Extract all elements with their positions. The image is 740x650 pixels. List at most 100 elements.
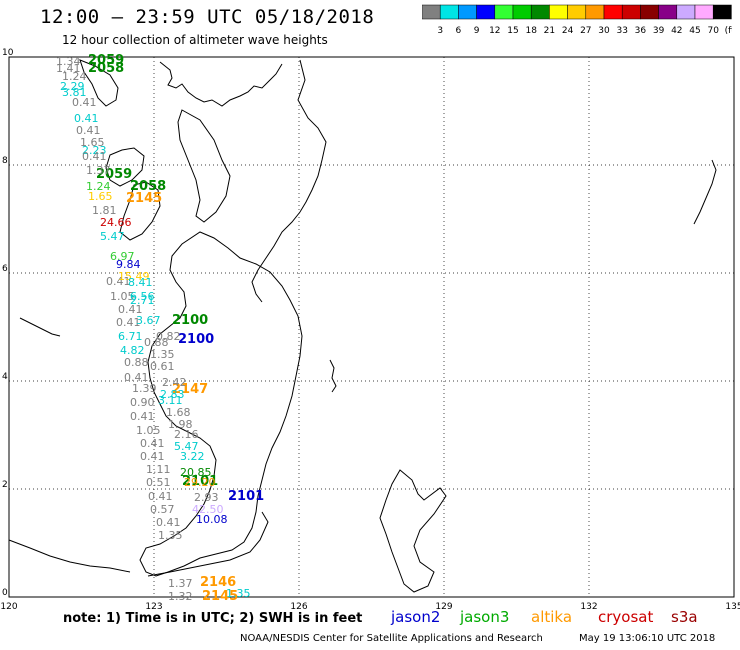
wave-height-label: 6.71 — [118, 330, 143, 343]
pass-time-label: 2147 — [172, 382, 208, 397]
colorbar-tick-label: 9 — [474, 26, 480, 36]
colorbar-tick-label: 24 — [562, 26, 574, 36]
wave-height-label: 1.24 — [86, 180, 111, 193]
lat-lon-grid: 120 123 126 129 132 135 10 8 6 4 2 0 — [0, 48, 740, 610]
coastline-negros — [119, 181, 161, 241]
longitude-tick-label: 120 — [0, 602, 17, 610]
wave-height-label: 1.81 — [92, 204, 117, 217]
wave-height-label: 0.41 — [106, 275, 131, 288]
wave-height-label: 6.97 — [110, 250, 135, 263]
pass-time-label: 2101 — [228, 489, 264, 504]
wave-height-label: 20.85 — [180, 466, 212, 479]
coastline-luzon-south — [159, 61, 283, 107]
wave-height-label: 2.42 — [162, 376, 187, 389]
wave-height-label: 1.05 — [110, 290, 135, 303]
wave-height-label: 0.41 — [140, 437, 165, 450]
coastline-sulu — [19, 317, 61, 337]
latitude-tick-label: 8 — [2, 156, 8, 166]
legend-item-jason2: jason2 — [391, 608, 441, 626]
colorbar-tick-label: 36 — [635, 26, 647, 36]
legend-item-cryosat: cryosat — [598, 608, 654, 626]
wave-height-label: 1.35 — [150, 348, 175, 361]
colorbar-tick-label: 70 — [707, 26, 719, 36]
wave-height-label: 0.41 — [140, 450, 165, 463]
wave-height-label: 2.83 — [160, 388, 185, 401]
coastline-samar-leyte — [251, 59, 327, 303]
wave-height-label: 0.90 — [130, 396, 155, 409]
coastline-sulawesi-north — [147, 511, 269, 577]
wave-height-label: 0.61 — [150, 360, 175, 373]
map-frame — [8, 56, 735, 598]
wave-height-label: 1.05 — [136, 424, 161, 437]
footer-credit: NOAA/NESDIS Center for Satellite Applica… — [240, 633, 543, 644]
footer-note: note: 1) Time is in UTC; 2) SWH is in fe… — [63, 611, 363, 626]
pass-time-label: 2101 — [182, 474, 218, 489]
wave-height-label: 3.11 — [158, 394, 183, 407]
map-subtitle: 12 hour collection of altimeter wave hei… — [62, 33, 328, 47]
colorbar-tick-label: 42 — [671, 26, 682, 36]
footer-date: May 19 13:06:10 UTC 2018 — [579, 633, 716, 644]
wave-height-label: 0.41 — [148, 490, 173, 503]
wave-height-label: 0.41 — [76, 124, 101, 137]
wave-height-label: 3.22 — [180, 450, 205, 463]
wave-height-label: 0.41 — [74, 112, 99, 125]
wave-height-label: 2.23 — [82, 144, 107, 157]
pass-time-label: 2100 — [178, 332, 214, 347]
wave-height-label: 1.98 — [168, 418, 193, 431]
pass-time-label: 2100 — [172, 313, 208, 328]
wave-height-label: 2.93 — [194, 491, 219, 504]
wave-height-label: 24.66 — [100, 216, 132, 229]
coastline-borneo-tip — [8, 539, 131, 573]
longitude-tick-label: 132 — [580, 602, 597, 610]
legend-item-jason3: jason3 — [460, 608, 510, 626]
wave-height-label: 0.41 — [118, 303, 143, 316]
legend-item-s3a: s3a — [671, 608, 698, 626]
colorbar-tick-label: 27 — [580, 26, 591, 36]
satellite-pass-labels: 2059205820592058214521002100214721012101… — [88, 53, 264, 604]
latitude-tick-label: 0 — [2, 588, 8, 598]
wave-height-label: 0.41 — [156, 516, 181, 529]
pass-time-label: 2058 — [88, 61, 124, 76]
legend-item-altika: altika — [531, 608, 573, 626]
wave-height-label: 42.50 — [192, 503, 224, 516]
colorbar-swatch — [712, 4, 732, 20]
colorbar-tick-label: 21 — [544, 26, 555, 36]
coastlines — [8, 59, 717, 593]
wave-height-labels: 1.341.411.242.293.810.410.410.411.652.23… — [56, 55, 251, 603]
wave-height-label: 0.82 — [156, 330, 181, 343]
wave-height-label: 4.82 — [120, 344, 145, 357]
wave-height-label: 0.88 — [124, 356, 149, 369]
wave-height-label: 29.20 — [184, 476, 216, 489]
wave-height-label: 2.71 — [130, 294, 155, 307]
pass-time-label: 2059 — [88, 53, 124, 68]
wave-height-label: 5.47 — [100, 230, 125, 243]
pass-time-label: 2145 — [126, 191, 162, 206]
coastline-sangihe — [329, 359, 337, 393]
colorbar-tick-label: 30 — [598, 26, 610, 36]
wave-height-label: 3.67 — [136, 314, 161, 327]
wave-height-label: 10.08 — [196, 513, 228, 526]
pass-time-label: 2058 — [130, 179, 166, 194]
wave-height-label: 1.32 — [168, 590, 193, 603]
wave-height-label: 0.41 — [82, 150, 107, 163]
coastline-panay — [105, 147, 145, 187]
pass-time-label: 2146 — [200, 575, 236, 590]
wave-height-label: 1.24 — [62, 70, 87, 83]
pass-time-label: 2145 — [202, 589, 238, 604]
wave-height-label: 0.41 — [116, 316, 141, 329]
wave-height-label: 0.88 — [144, 336, 169, 349]
colorbar-tick-label: 39 — [653, 26, 665, 36]
wave-height-label: 2.16 — [174, 428, 199, 441]
colorbar-tick-label: 3 — [437, 26, 443, 36]
wave-height-label: 1.65 — [80, 136, 105, 149]
colorbar-tick-label: 18 — [525, 26, 537, 36]
wave-height-label: 1.35 — [226, 587, 251, 600]
wave-height-label: 1.41 — [56, 62, 81, 75]
wave-height-label: 5.47 — [174, 440, 199, 453]
colorbar-tick-label: 15 — [507, 26, 518, 36]
coastline-mindanao — [139, 231, 303, 577]
longitude-tick-label: 135 — [725, 602, 740, 610]
wave-height-label: 1.34 — [56, 55, 81, 68]
